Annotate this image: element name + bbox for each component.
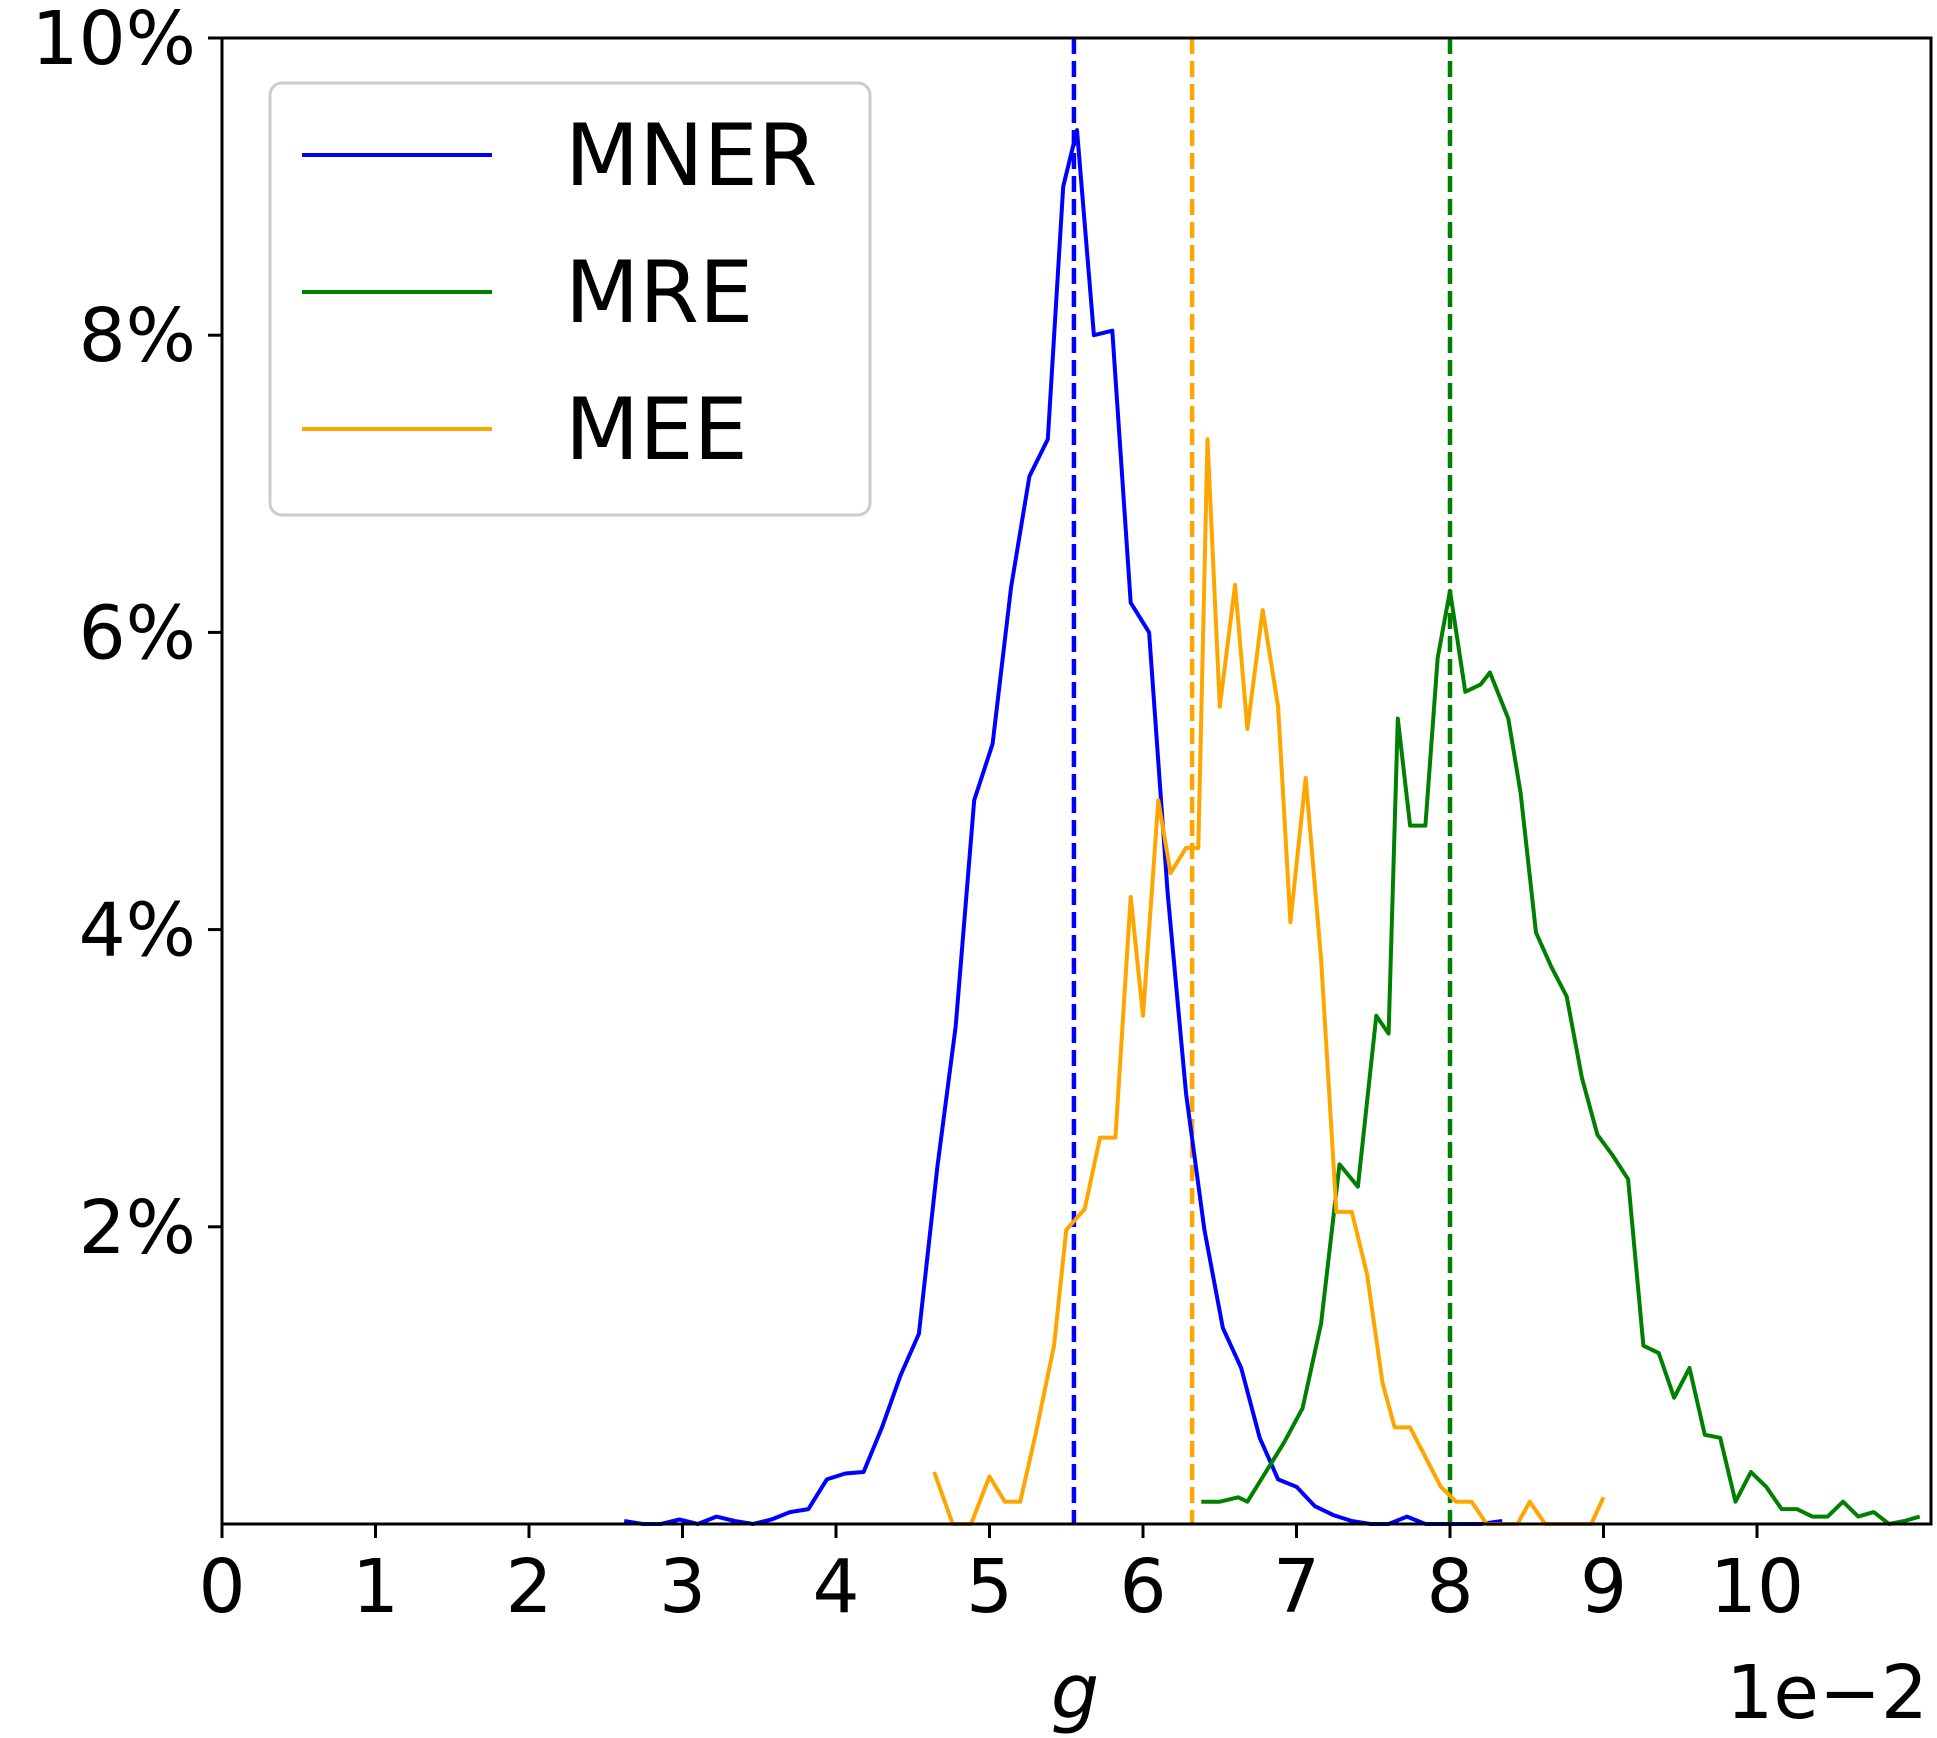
x-axis-title: g bbox=[1051, 1647, 1099, 1736]
legend: MNER MRE MEE bbox=[268, 81, 872, 517]
legend-box bbox=[268, 81, 872, 517]
legend-label-mner: MNER bbox=[565, 106, 818, 206]
legend-label-mre: MRE bbox=[565, 243, 753, 343]
x-tick-label: 1 bbox=[352, 1544, 399, 1630]
y-axis: 2% 4% 6% 8% 10% bbox=[32, 0, 222, 1271]
x-tick-label: 0 bbox=[198, 1544, 245, 1630]
mean-lines bbox=[1071, 38, 1453, 1524]
legend-items: MNER MRE MEE bbox=[302, 106, 818, 480]
x-axis: 0 1 2 3 4 5 6 7 8 9 10 bbox=[198, 1524, 1804, 1630]
x-offset-label: 1e−2 bbox=[1726, 1650, 1928, 1736]
x-tick-label: 7 bbox=[1273, 1544, 1320, 1630]
x-tick-label: 3 bbox=[659, 1544, 706, 1630]
x-tick-label: 4 bbox=[812, 1544, 859, 1630]
y-tick-label: 10% bbox=[32, 0, 196, 82]
y-tick-label: 2% bbox=[79, 1185, 196, 1271]
x-tick-label: 5 bbox=[966, 1544, 1013, 1630]
series-line-mner bbox=[623, 128, 1503, 1526]
y-tick-label: 4% bbox=[79, 888, 196, 974]
x-tick-label: 10 bbox=[1710, 1544, 1804, 1630]
x-tick-label: 6 bbox=[1119, 1544, 1166, 1630]
plot-frame bbox=[220, 36, 1933, 1526]
legend-label-mee: MEE bbox=[565, 380, 748, 480]
x-tick-label: 8 bbox=[1426, 1544, 1473, 1630]
x-tick-label: 2 bbox=[505, 1544, 552, 1630]
y-tick-label: 6% bbox=[79, 590, 196, 676]
x-tick-label: 9 bbox=[1580, 1544, 1627, 1630]
y-tick-label: 8% bbox=[79, 293, 196, 379]
